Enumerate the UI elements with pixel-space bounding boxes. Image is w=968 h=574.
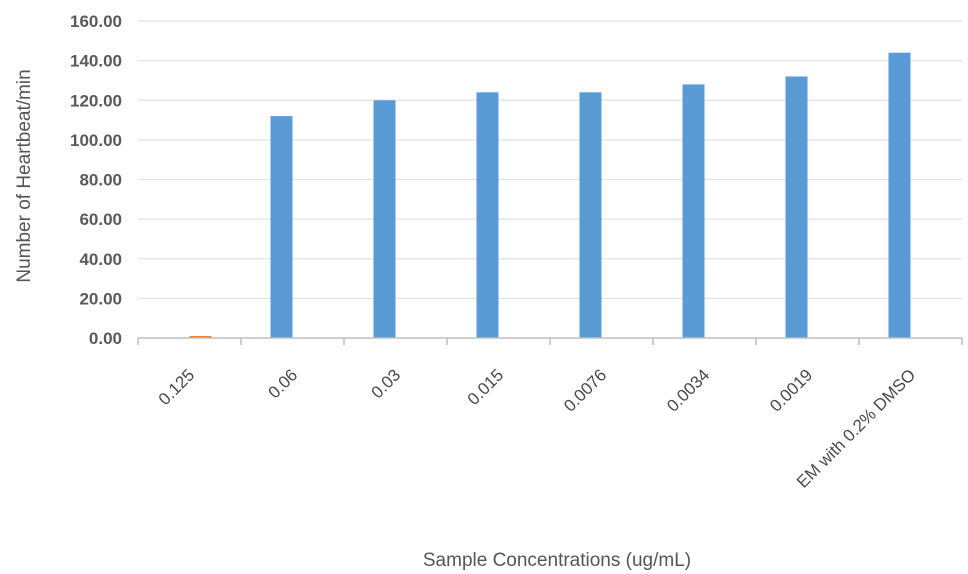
bar xyxy=(579,92,602,338)
y-tick-label: 160.00 xyxy=(70,12,122,31)
gridlines xyxy=(138,20,962,299)
x-tick-label: 0.0076 xyxy=(560,365,610,415)
bars xyxy=(137,52,963,345)
x-axis-title: Sample Concentrations (ug/mL) xyxy=(423,550,691,571)
y-tick-label: 80.00 xyxy=(79,171,122,190)
y-tick-label: 20.00 xyxy=(79,289,122,308)
x-tick-label: EM with 0.2% DMSO xyxy=(793,365,919,491)
x-tick-label: 0.125 xyxy=(155,365,199,409)
bar xyxy=(682,84,705,339)
bar xyxy=(888,52,911,338)
y-tick-label: 140.00 xyxy=(70,52,122,71)
bar xyxy=(373,100,396,338)
y-tick-label: 100.00 xyxy=(70,131,122,150)
bar xyxy=(785,76,808,338)
bar xyxy=(476,92,499,338)
bar xyxy=(189,336,212,338)
y-tick-labels: 0.00 20.00 40.00 60.00 80.00 100.00 120.00 140.… xyxy=(70,12,122,348)
x-tick-label: 0.0019 xyxy=(766,365,816,415)
y-tick-label: 120.00 xyxy=(70,91,122,110)
x-tick-label: 0.06 xyxy=(264,365,301,402)
bar xyxy=(270,116,293,338)
x-tick-label: 0.0034 xyxy=(663,365,713,415)
x-tick-label: 0.03 xyxy=(367,365,404,402)
x-tick-label: 0.015 xyxy=(464,365,508,409)
y-axis-title: Number of Heartbeat/min xyxy=(14,69,35,282)
y-tick-label: 40.00 xyxy=(79,250,122,269)
y-tick-label: 0.00 xyxy=(89,329,122,348)
y-tick-label: 60.00 xyxy=(79,210,122,229)
